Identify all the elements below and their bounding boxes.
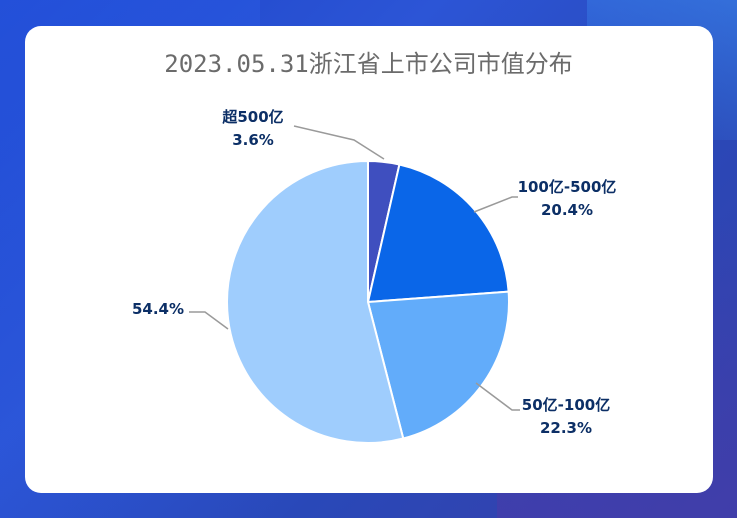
leader-line xyxy=(473,196,518,213)
slice-percent-label: 20.4% xyxy=(541,201,593,219)
pie-slice xyxy=(366,163,510,304)
chart-title: 2023.05.31浙江省上市公司市值分布 xyxy=(164,50,573,78)
leader-line xyxy=(189,311,229,330)
pie-slice xyxy=(366,290,510,440)
slice-label: 50亿-100亿 xyxy=(522,396,610,414)
slice-percent-label: 22.3% xyxy=(540,419,592,437)
slice-percent-label: 3.6% xyxy=(232,131,274,149)
pie-slice xyxy=(226,159,405,444)
leader-line xyxy=(475,382,520,411)
slice-label: 100亿-500亿 xyxy=(518,178,617,196)
leader-line xyxy=(293,125,385,160)
slice-percent-label: 54.4% xyxy=(132,300,184,318)
slice-label: 超500亿 xyxy=(221,108,283,126)
